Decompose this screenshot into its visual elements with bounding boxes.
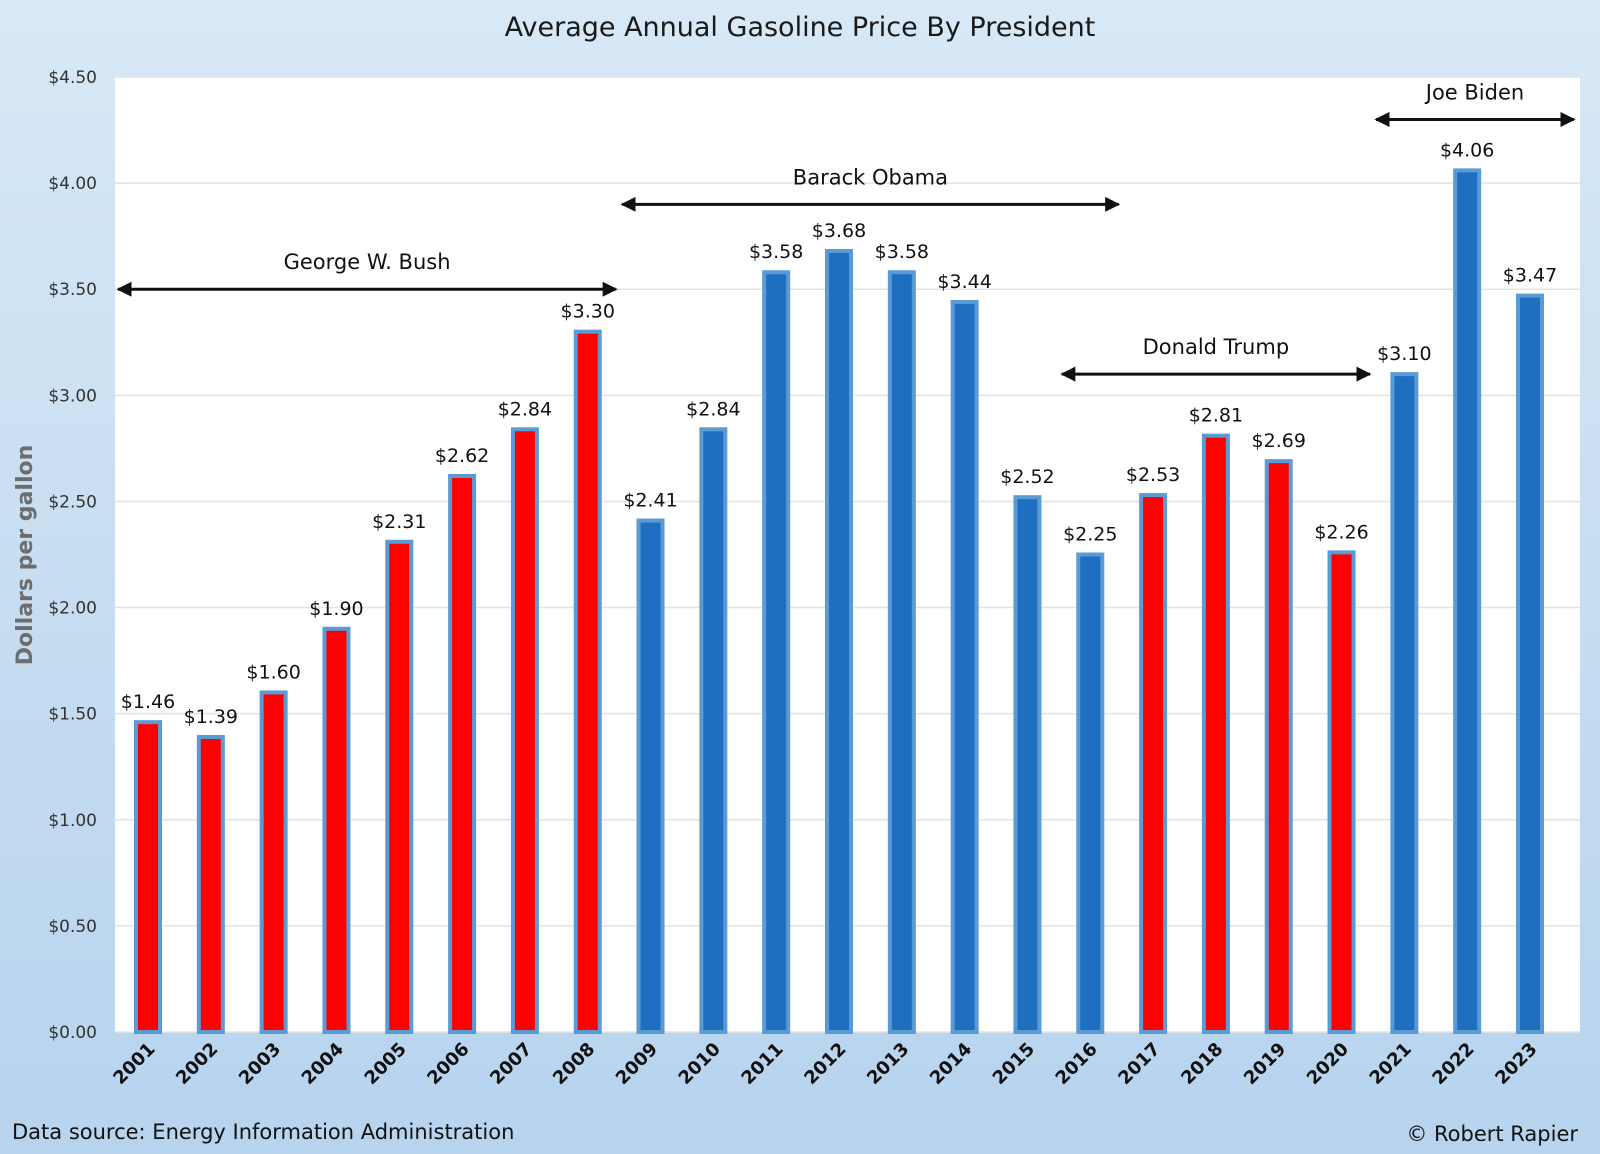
data-label-2004: $1.90	[309, 598, 363, 620]
y-tick-label: $1.50	[48, 705, 97, 725]
data-label-2013: $3.58	[875, 241, 929, 263]
data-label-2021: $3.10	[1377, 343, 1431, 365]
bar-2022	[1453, 168, 1482, 1034]
copyright-credit: © Robert Rapier	[1406, 1122, 1578, 1146]
bar-2001	[134, 720, 162, 1035]
data-label-2015: $2.52	[1000, 466, 1054, 488]
data-label-2014: $3.44	[937, 271, 991, 293]
x-tick-label: 2021	[1366, 1039, 1416, 1089]
bar-2008	[573, 329, 602, 1034]
x-tick-label: 2012	[800, 1039, 850, 1089]
annotation-label: George W. Bush	[284, 250, 451, 274]
bar-2009	[636, 518, 665, 1034]
data-source: Data source: Energy Information Administ…	[12, 1120, 514, 1144]
data-label-2011: $3.58	[749, 241, 803, 263]
chart-title: Average Annual Gasoline Price By Preside…	[505, 12, 1096, 43]
y-axis-ticks: $0.00 $0.50 $1.00 $1.50 $2.00 $2.50 $3.00 $3.50…	[48, 68, 97, 1043]
data-label-2008: $3.30	[561, 301, 615, 323]
bar-2011	[762, 270, 791, 1034]
bar-2023	[1516, 293, 1544, 1035]
data-label-2010: $2.84	[686, 398, 740, 420]
annotation-label: Joe Biden	[1424, 80, 1524, 104]
x-tick-label: 2016	[1052, 1039, 1102, 1089]
bar-2016	[1076, 552, 1105, 1034]
bar-2007	[510, 427, 539, 1034]
x-tick-label: 2022	[1428, 1039, 1478, 1089]
x-tick-label: 2006	[423, 1039, 473, 1089]
x-tick-label: 2020	[1303, 1039, 1353, 1089]
x-tick-label: 2019	[1240, 1039, 1290, 1089]
bars	[134, 168, 1544, 1035]
bar-2017	[1139, 493, 1168, 1035]
x-tick-label: 2014	[926, 1039, 976, 1089]
x-tick-label: 2017	[1114, 1039, 1164, 1089]
bar-2006	[448, 473, 477, 1034]
x-tick-label: 2003	[235, 1039, 285, 1089]
data-label-2022: $4.06	[1440, 139, 1494, 161]
x-tick-label: 2001	[109, 1039, 159, 1089]
bar-2020	[1327, 550, 1356, 1035]
data-label-2019: $2.69	[1252, 430, 1306, 452]
x-tick-label: 2018	[1177, 1039, 1227, 1089]
y-tick-label: $0.00	[48, 1023, 97, 1043]
x-tick-label: 2007	[486, 1039, 536, 1089]
y-tick-label: $2.00	[48, 599, 97, 619]
y-tick-label: $4.00	[48, 174, 97, 194]
data-label-2001: $1.46	[121, 691, 175, 713]
x-tick-label: 2002	[172, 1039, 222, 1089]
bar-2005	[385, 539, 414, 1034]
data-label-2006: $2.62	[435, 445, 489, 467]
x-tick-label: 2005	[361, 1039, 411, 1089]
annotation-label: Barack Obama	[793, 165, 948, 189]
y-tick-label: $1.00	[48, 811, 97, 831]
y-tick-label: $2.50	[48, 492, 97, 512]
bar-2002	[196, 735, 225, 1034]
x-tick-label: 2004	[298, 1039, 348, 1089]
y-tick-label: $4.50	[48, 68, 97, 88]
x-tick-label: 2008	[549, 1039, 599, 1089]
data-labels: $1.46 $1.39 $1.60 $1.90 $2.31 $2.62 $2.84 $3.30…	[121, 139, 1557, 728]
bar-2010	[699, 427, 728, 1034]
bar-2021	[1390, 372, 1419, 1035]
bar-2019	[1264, 459, 1293, 1035]
data-label-2016: $2.25	[1063, 524, 1117, 546]
x-tick-label: 2011	[737, 1039, 787, 1089]
y-tick-label: $0.50	[48, 917, 97, 937]
data-label-2018: $2.81	[1189, 405, 1243, 427]
x-tick-label: 2009	[612, 1039, 662, 1089]
bar-2015	[1013, 495, 1042, 1034]
annotation-label: Donald Trump	[1143, 335, 1290, 359]
data-label-2012: $3.68	[812, 220, 866, 242]
data-label-2009: $2.41	[623, 490, 677, 512]
data-label-2002: $1.39	[184, 706, 238, 728]
x-tick-label: 2023	[1491, 1039, 1541, 1089]
y-axis-label: Dollars per gallon	[13, 445, 38, 666]
data-label-2007: $2.84	[498, 398, 552, 420]
data-label-2023: $3.47	[1503, 265, 1557, 287]
x-tick-label: 2010	[675, 1039, 725, 1089]
data-label-2005: $2.31	[372, 511, 426, 533]
president-annotations: George W. Bush Barack Obama Donald Trump Jo…	[116, 80, 1576, 382]
bar-2014	[950, 299, 979, 1034]
x-axis-ticks: 2001 2002 2003 2004 2005 2006 2007 2008 2009 2010…	[109, 1039, 1541, 1089]
bar-2003	[259, 690, 288, 1034]
x-tick-label: 2015	[989, 1039, 1039, 1089]
x-tick-label: 2013	[863, 1039, 913, 1089]
y-tick-label: $3.50	[48, 280, 97, 300]
data-label-2017: $2.53	[1126, 464, 1180, 486]
bar-2012	[825, 249, 853, 1034]
data-label-2003: $1.60	[246, 661, 300, 683]
bar-2018	[1201, 433, 1230, 1034]
bar-2013	[887, 270, 916, 1034]
bar-2004	[322, 626, 351, 1034]
y-tick-label: $3.00	[48, 386, 97, 406]
data-label-2020: $2.26	[1314, 521, 1368, 543]
